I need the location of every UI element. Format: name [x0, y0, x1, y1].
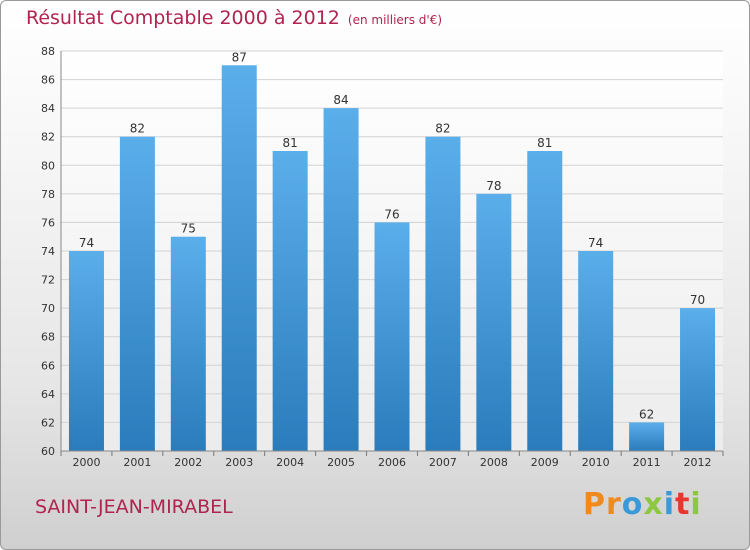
bar-2002 [170, 236, 206, 451]
logo-letter: i [663, 487, 676, 522]
y-tick-label: 74 [41, 245, 55, 258]
data-label-2000: 74 [79, 236, 94, 250]
y-tick-label: 80 [41, 159, 55, 172]
bar-2012 [680, 308, 716, 451]
data-label-2006: 76 [384, 207, 399, 221]
data-label-2008: 78 [486, 179, 501, 193]
bar-2006 [374, 222, 410, 451]
x-tick-label: 2006 [378, 456, 406, 469]
y-tick-label: 72 [41, 274, 55, 287]
data-label-2011: 62 [639, 407, 654, 421]
bar-2011 [629, 422, 665, 451]
x-tick-label: 2008 [480, 456, 508, 469]
x-tick-label: 2004 [276, 456, 304, 469]
y-tick-label: 86 [41, 74, 55, 87]
bar-2000 [68, 251, 104, 451]
bar-2010 [578, 251, 614, 451]
logo-letter: r [606, 487, 622, 522]
y-tick-label: 78 [41, 188, 55, 201]
data-label-2012: 70 [690, 293, 705, 307]
bar-2007 [425, 136, 461, 451]
bar-2005 [323, 108, 359, 452]
x-tick-label: 2000 [72, 456, 100, 469]
axes: 60 62 64 66 68 70 72 74 76 78 80 82 84 86 88 2000 2001 20… [41, 45, 724, 469]
y-tick-label: 84 [41, 102, 55, 115]
data-label-2003: 87 [232, 50, 247, 64]
y-tick-label: 82 [41, 131, 55, 144]
bar-2008 [476, 193, 512, 451]
unit-label: (en milliers d'€) [347, 13, 443, 27]
logo-letter: x [643, 487, 664, 522]
x-tick-label: 2005 [327, 456, 355, 469]
bar-2001 [119, 136, 155, 451]
data-labels: 74 82 75 87 81 84 76 82 78 81 74 62 70 [79, 50, 705, 421]
y-tick-label: 68 [41, 331, 55, 344]
data-label-2007: 82 [435, 122, 450, 136]
data-label-2009: 81 [537, 136, 552, 150]
x-tick-label: 2001 [123, 456, 151, 469]
bar-2009 [527, 151, 563, 451]
x-tick-label: 2002 [174, 456, 202, 469]
x-tick-label: 2011 [633, 456, 661, 469]
logo-letter: P [583, 487, 606, 522]
data-label-2005: 84 [333, 93, 348, 107]
bar-2004 [272, 151, 308, 451]
y-tick-label: 60 [41, 445, 55, 458]
x-tick-label: 2009 [531, 456, 559, 469]
y-tick-label: 62 [41, 416, 55, 429]
proxiti-logo: Proxiti [583, 487, 702, 522]
x-tick-label: 2003 [225, 456, 253, 469]
bar-2003 [221, 65, 257, 452]
y-tick-label: 66 [41, 359, 55, 372]
x-tick-label: 2012 [684, 456, 712, 469]
y-tick-label: 64 [41, 388, 55, 401]
y-tick-label: 70 [41, 302, 55, 315]
data-label-2002: 75 [181, 222, 196, 236]
commune-name: SAINT-JEAN-MIRABEL [35, 496, 233, 518]
data-label-2001: 82 [130, 122, 145, 136]
x-tick-label: 2010 [582, 456, 610, 469]
bars [68, 65, 716, 452]
logo-letter: i [690, 487, 702, 522]
data-label-2004: 81 [283, 136, 298, 150]
logo-letter: t [675, 487, 691, 522]
title-text: Résultat Comptable 2000 à 2012 [26, 7, 340, 29]
y-tick-label: 88 [41, 45, 55, 58]
y-tick-label: 76 [41, 216, 55, 229]
x-tick-label: 2007 [429, 456, 457, 469]
chart-title: Résultat Comptable 2000 à 2012 (en millie… [26, 7, 442, 29]
logo-letter: o [621, 487, 644, 522]
data-label-2010: 74 [588, 236, 603, 250]
